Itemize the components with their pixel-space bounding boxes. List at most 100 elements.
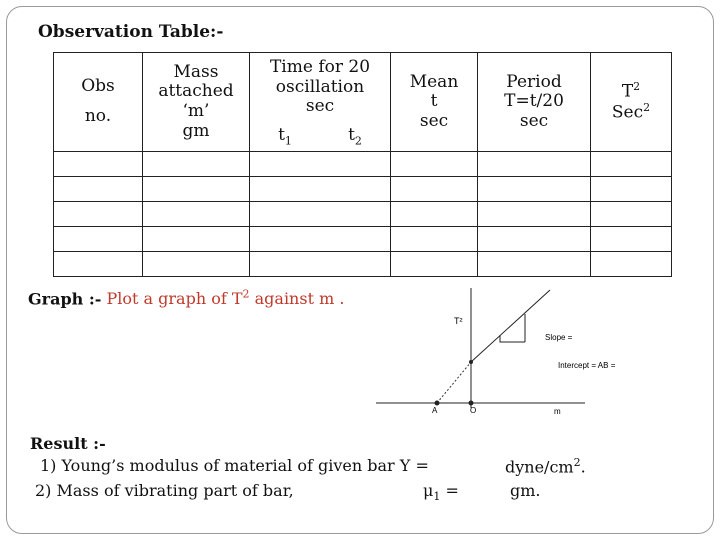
header-time-line1: Time for 20: [269, 57, 371, 78]
graph-text-post: against m .: [249, 289, 345, 309]
header-mass-line4: gm: [182, 120, 210, 141]
table-cell: [477, 201, 591, 227]
graph-label: Graph :-: [28, 289, 102, 309]
table-row: [53, 251, 672, 277]
table-cell: [390, 201, 478, 227]
result-heading: Result :-: [30, 434, 106, 453]
graph-text: Plot a graph of T2 against m .: [106, 288, 345, 309]
table-row: [53, 151, 672, 177]
table-cell: [142, 226, 250, 252]
header-obs-label: Obs: [81, 76, 115, 97]
header-obs-no: Obs no.: [53, 52, 143, 152]
table-cell: [142, 201, 250, 227]
table-cell: [249, 151, 391, 177]
header-t-squared-line2: Sec2: [591, 101, 671, 123]
graph-text-sup: 2: [242, 288, 250, 301]
header-no-label: no.: [84, 106, 112, 126]
page-title: Observation Table:-: [38, 22, 224, 42]
slope-label: Slope =: [545, 333, 573, 342]
graph-instruction: Graph :- Plot a graph of T2 against m .: [28, 288, 344, 308]
header-mass: Mass attached ‘m’ gm: [142, 52, 250, 152]
header-row: Obs no. Mass attached ‘m’ gm Time for 20…: [53, 52, 672, 152]
header-t1: t1: [249, 122, 320, 153]
table-cell: [390, 151, 478, 177]
table-cell: [53, 176, 143, 202]
table-cell: [142, 176, 250, 202]
table-cell: [53, 251, 143, 277]
table-cell: [53, 226, 143, 252]
x-axis-label: m: [554, 407, 561, 416]
header-time-line2: oscillation: [275, 76, 365, 97]
result-line2-symbol: μ1 =: [423, 481, 459, 503]
point-a-dot: [434, 400, 440, 406]
table-cell: [390, 251, 478, 277]
header-time-line3: sec: [305, 96, 335, 117]
table-cell: [477, 251, 591, 277]
table-row: [53, 201, 672, 227]
header-time: Time for 20 oscillation sec: [249, 52, 391, 123]
sec-squared-base: Sec: [611, 102, 644, 123]
table-row: [53, 226, 672, 252]
slope-triangle: [499, 335, 525, 343]
point-b-dot: [469, 360, 473, 364]
table-cell: [249, 226, 391, 252]
intercept-label: Intercept = AB =: [558, 361, 616, 370]
table-cell: [142, 251, 250, 277]
header-period: Period T=t/20 sec: [477, 52, 591, 152]
header-mean-line2: t: [430, 91, 438, 112]
result-section: Result :-: [30, 432, 106, 456]
sec-squared-sup: 2: [643, 101, 651, 114]
header-t-squared: T2 Sec2: [590, 52, 672, 152]
dashed-extension: [436, 361, 472, 404]
header-mass-line2: attached: [158, 81, 234, 102]
header-mass-line1: Mass: [173, 61, 219, 82]
point-a-label: A: [432, 406, 438, 415]
sketch-graph: T² Slope = Intercept = AB = A O m: [376, 288, 616, 416]
t2-base: t: [348, 124, 355, 145]
header-mean-line1: Mean: [409, 71, 459, 92]
slide-frame: [6, 6, 714, 534]
table-cell: [590, 226, 672, 252]
header-period-line3: sec: [519, 110, 549, 131]
result-line1-unit: dyne/cm2.: [505, 456, 586, 476]
header-mass-line3: ‘m’: [182, 101, 210, 121]
table-cell: [590, 201, 672, 227]
result-line2-unit: gm.: [510, 481, 541, 500]
header-period-line1: Period: [506, 71, 562, 92]
header-period-line2: T=t/20: [504, 91, 564, 112]
y-axis-label: T²: [454, 316, 463, 326]
header-mean-line3: sec: [419, 110, 449, 131]
unit-sup: 2: [573, 456, 581, 469]
table-cell: [390, 226, 478, 252]
header-t-squared-line1: T2: [591, 79, 671, 102]
graph-text-pre: Plot a graph of T: [106, 289, 243, 309]
table-cell: [477, 151, 591, 177]
t2-sub: 2: [354, 134, 362, 148]
mu-sub: 1: [433, 490, 441, 504]
observation-table: Obs no. Mass attached ‘m’ gm Time for 20…: [53, 52, 672, 277]
result-line1: 1) Young’s modulus of material of given …: [40, 456, 429, 475]
mu-symbol: μ: [423, 481, 434, 500]
plot-line: [470, 289, 551, 363]
table-cell: [142, 151, 250, 177]
table-cell: [477, 176, 591, 202]
subheader-row: t1 t2: [54, 122, 672, 153]
table-cell: [249, 251, 391, 277]
table-row: [53, 176, 672, 202]
unit-end: .: [580, 457, 586, 477]
t-squared-sup: 2: [633, 79, 641, 93]
t-squared-base: T: [621, 81, 634, 102]
header-mean: Mean t sec: [390, 52, 478, 152]
unit-base: dyne/cm: [505, 457, 574, 477]
table-cell: [249, 176, 391, 202]
table-cell: [249, 201, 391, 227]
table-cell: [53, 201, 143, 227]
point-o-dot: [468, 400, 474, 406]
t1-sub: 1: [284, 134, 292, 148]
table-cell: [590, 251, 672, 277]
table-cell: [390, 176, 478, 202]
table-cell: [53, 151, 143, 177]
table-cell: [590, 151, 672, 177]
result-line2: 2) Mass of vibrating part of bar,: [35, 481, 294, 500]
header-t2: t2: [320, 122, 391, 153]
